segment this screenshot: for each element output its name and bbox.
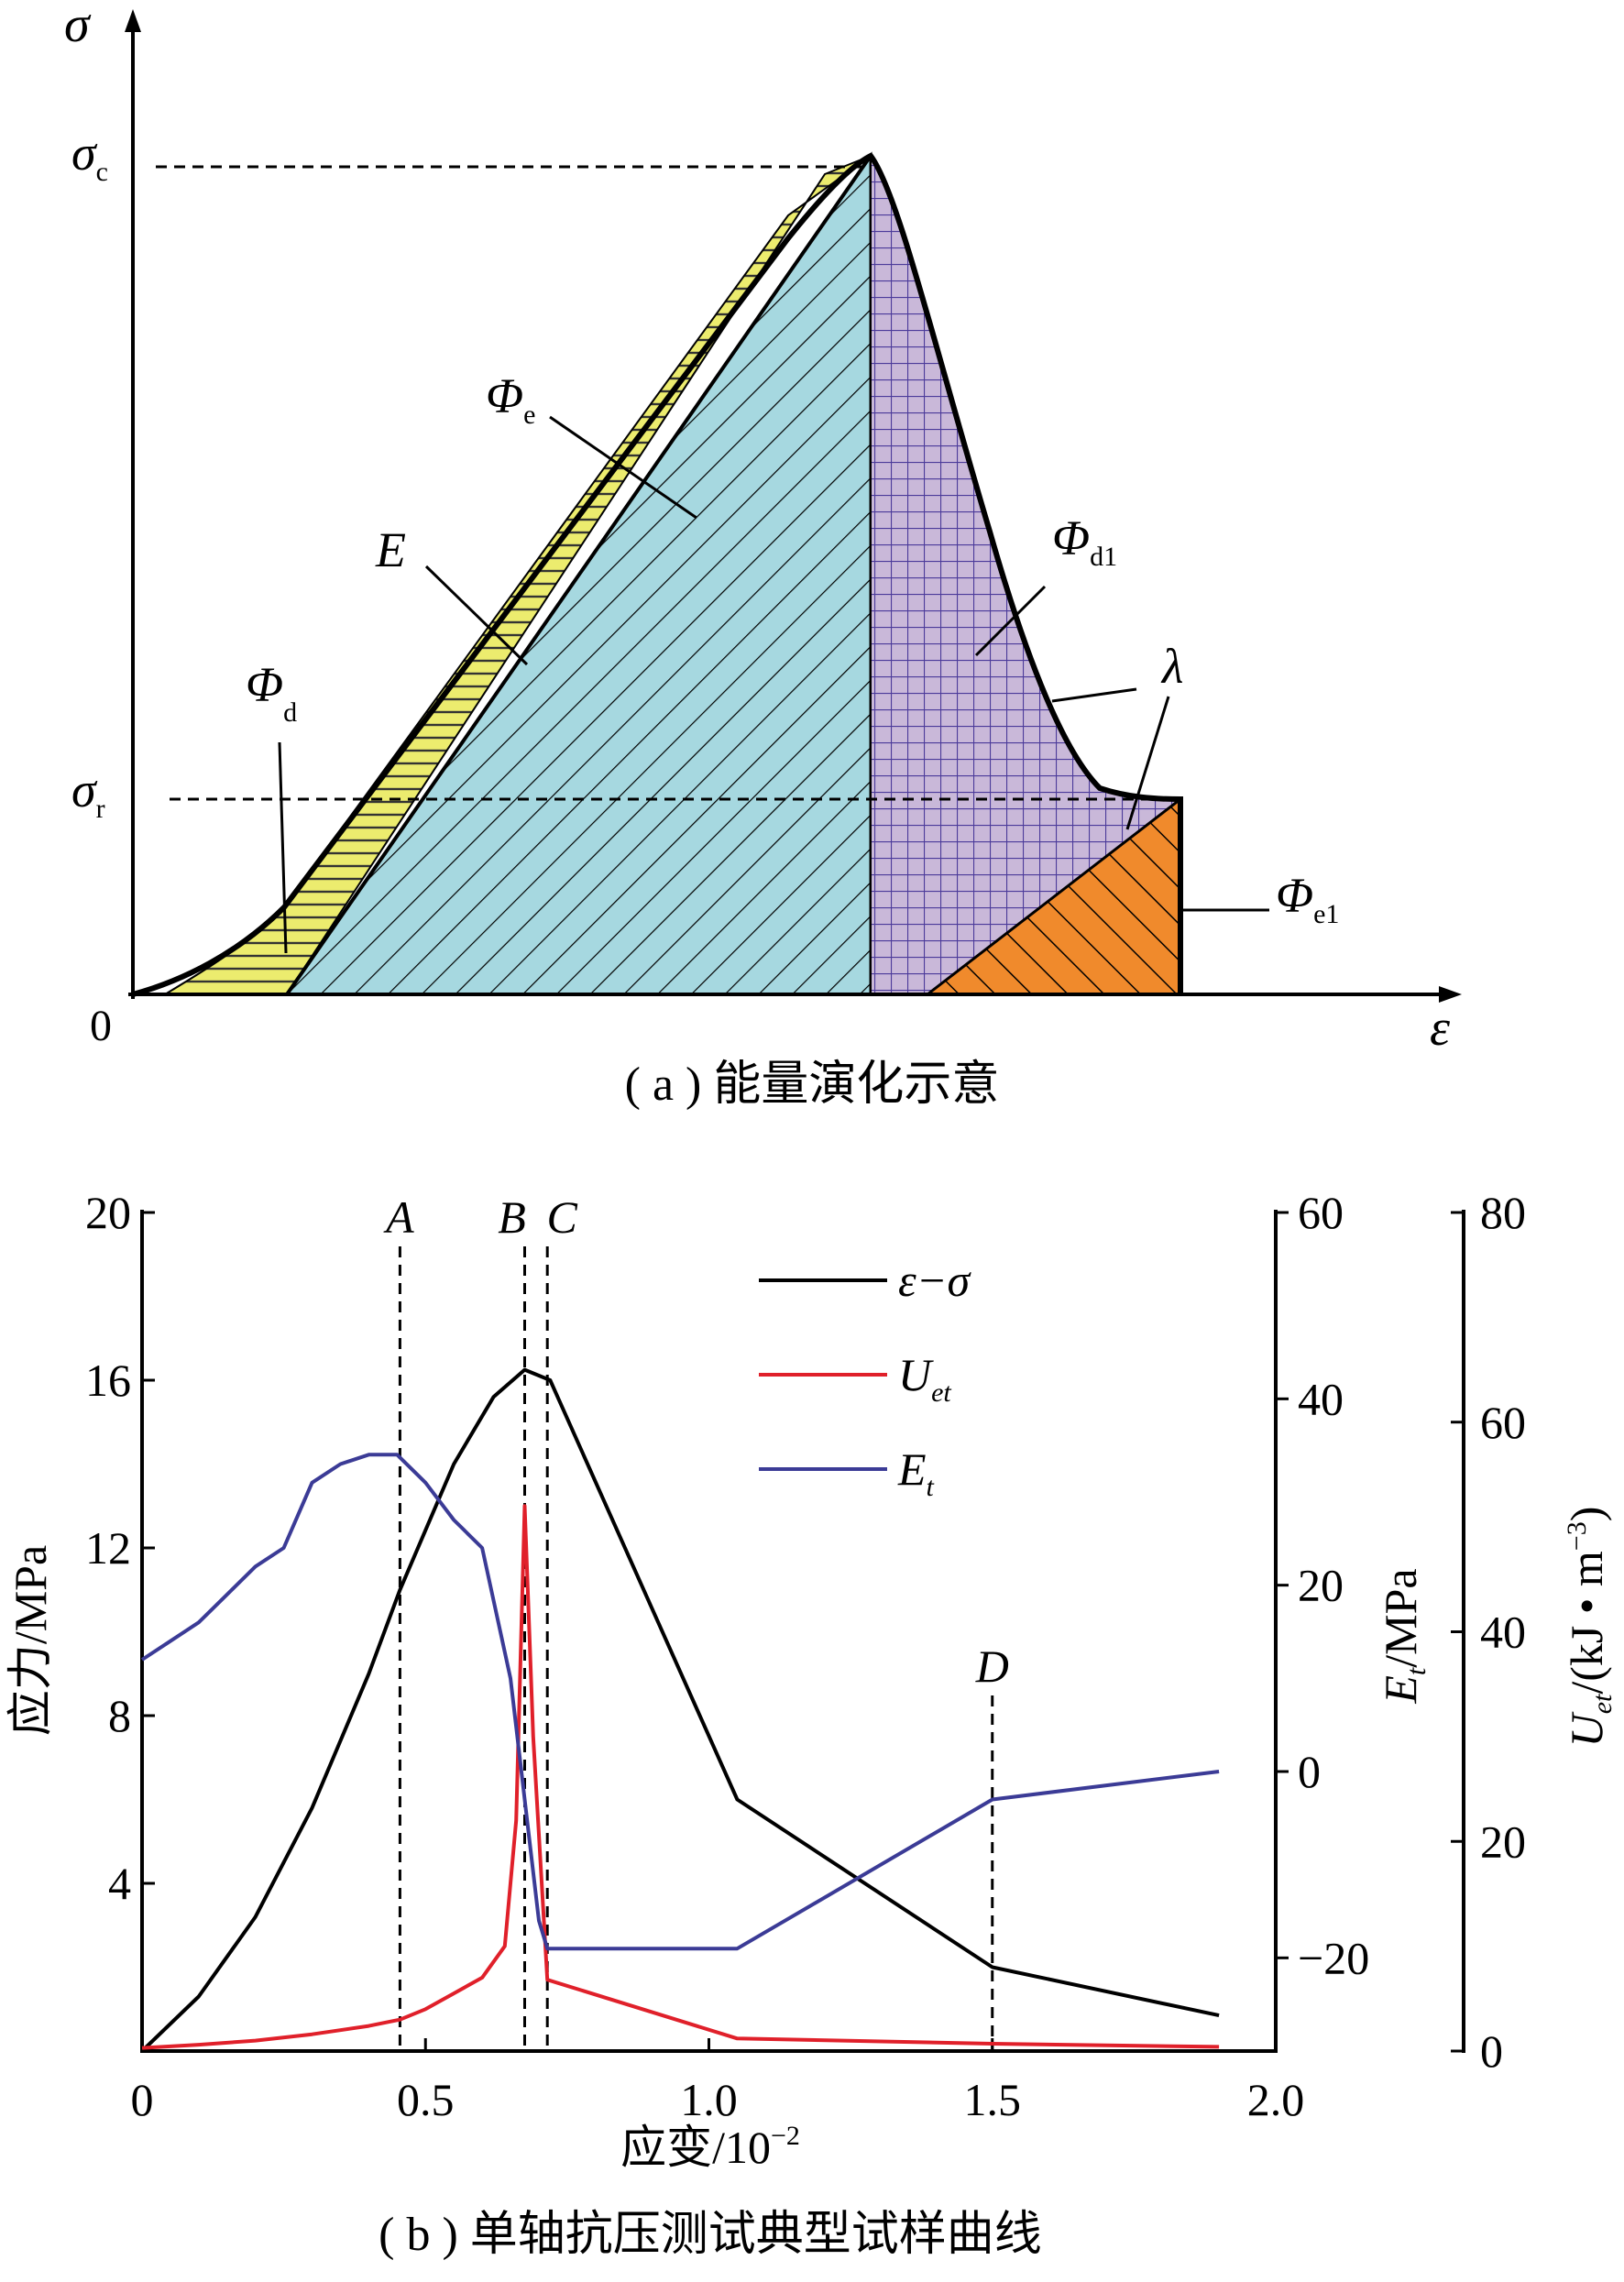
marker-label-C: C	[547, 1191, 578, 1243]
x-tick-label: 0.5	[397, 2074, 455, 2125]
panel-a-x-symbol: ε	[1430, 1000, 1451, 1057]
leader-lambda	[1125, 696, 1170, 830]
y-mid-tick-label: −20	[1298, 1932, 1369, 1983]
tick-marks: 0 0.5 1.0 1.5 2.0 20 16 12 8 4 60 40 20 0 −20 80 60 40 20 0	[85, 1187, 1526, 2125]
elastic-modulus-line	[285, 154, 872, 996]
y-right-tick-label: 0	[1480, 2025, 1503, 2077]
series-line-Uet	[141, 1504, 1220, 2050]
sigma-r-label: σr	[71, 762, 105, 824]
legend-label-uet: Uet	[898, 1349, 951, 1408]
leader-lambda-curve	[1051, 687, 1137, 703]
y-mid-title: Et/MPa	[1375, 1568, 1432, 1704]
stress-strain-curve-a	[132, 152, 1183, 997]
legend: ε−σ Uet Et	[759, 1255, 971, 1502]
y-right-tick-label: 80	[1480, 1187, 1526, 1238]
marker-label-D: D	[975, 1640, 1009, 1692]
sigma-c-label: σc	[71, 126, 108, 187]
y-right-tick-label: 20	[1480, 1816, 1526, 1867]
phi-e-label: Φe	[486, 368, 535, 430]
y-left-tick-label: 4	[108, 1858, 131, 1909]
leader-phi-d1	[974, 585, 1047, 657]
leader-phi-d	[278, 741, 288, 954]
y-mid-tick-label: 20	[1298, 1560, 1344, 1611]
phi-d-label: Φd	[246, 657, 297, 728]
data-series	[140, 1367, 1220, 2053]
y-left-tick-label: 20	[85, 1187, 131, 1238]
y-right-tick-label: 40	[1480, 1607, 1526, 1658]
panel-a-y-arrow	[125, 9, 141, 32]
y-left-tick-label: 12	[85, 1522, 131, 1574]
panel-a-origin: 0	[90, 1002, 112, 1050]
series-line-	[140, 1367, 1220, 2053]
y-mid-tick-label: 0	[1298, 1746, 1321, 1797]
y-mid-tick-label: 60	[1298, 1187, 1344, 1238]
y-right-title: Uet/(kJ • m−3)	[1561, 1507, 1618, 1748]
y-left-title: 应力/MPa	[5, 1545, 56, 1736]
x-tick-label: 1.5	[964, 2074, 1022, 2125]
panel-b-axes	[140, 1210, 1465, 2053]
y-right-tick-label: 60	[1480, 1397, 1526, 1448]
y-left-tick-label: 8	[108, 1690, 131, 1741]
panel-b: 0 0.5 1.0 1.5 2.0201612846040200−20806040200…	[5, 1187, 1618, 2261]
y-mid-tick-label: 40	[1298, 1373, 1344, 1424]
x-tick-label: 0	[131, 2074, 154, 2125]
panel-a-x-arrow	[1439, 986, 1462, 1003]
E-label: E	[375, 522, 406, 577]
marker-label-B: B	[498, 1191, 526, 1243]
phi-d1-label: Φd1	[1052, 510, 1117, 572]
x-axis-title: 应变/10−2	[620, 2121, 800, 2173]
series-line-Et	[140, 1453, 1220, 1951]
x-tick-label: 2.0	[1247, 2074, 1305, 2125]
x-tick-label: 1.0	[680, 2074, 738, 2125]
phi-e1-label: Φe1	[1276, 868, 1339, 929]
panel-a: σ ε 0 σc σr Φe E Φd Φd1 λ Φe1 ( a ) 能量演化…	[64, 0, 1462, 1111]
marker-label-A: A	[383, 1191, 414, 1243]
legend-label-stress: ε−σ	[898, 1255, 971, 1306]
legend-label-et: Et	[897, 1443, 935, 1502]
event-markers: A B C D	[383, 1191, 1009, 2051]
leader-phi-e	[549, 415, 697, 520]
panel-b-caption: ( b ) 单轴抗压测试典型试样曲线	[379, 2209, 1042, 2261]
panel-a-y-symbol: σ	[64, 0, 92, 53]
leader-E	[424, 565, 529, 666]
lambda-label: λ	[1160, 639, 1183, 694]
y-left-tick-label: 16	[85, 1355, 131, 1406]
panel-a-caption: ( a ) 能量演化示意	[625, 1059, 1000, 1111]
